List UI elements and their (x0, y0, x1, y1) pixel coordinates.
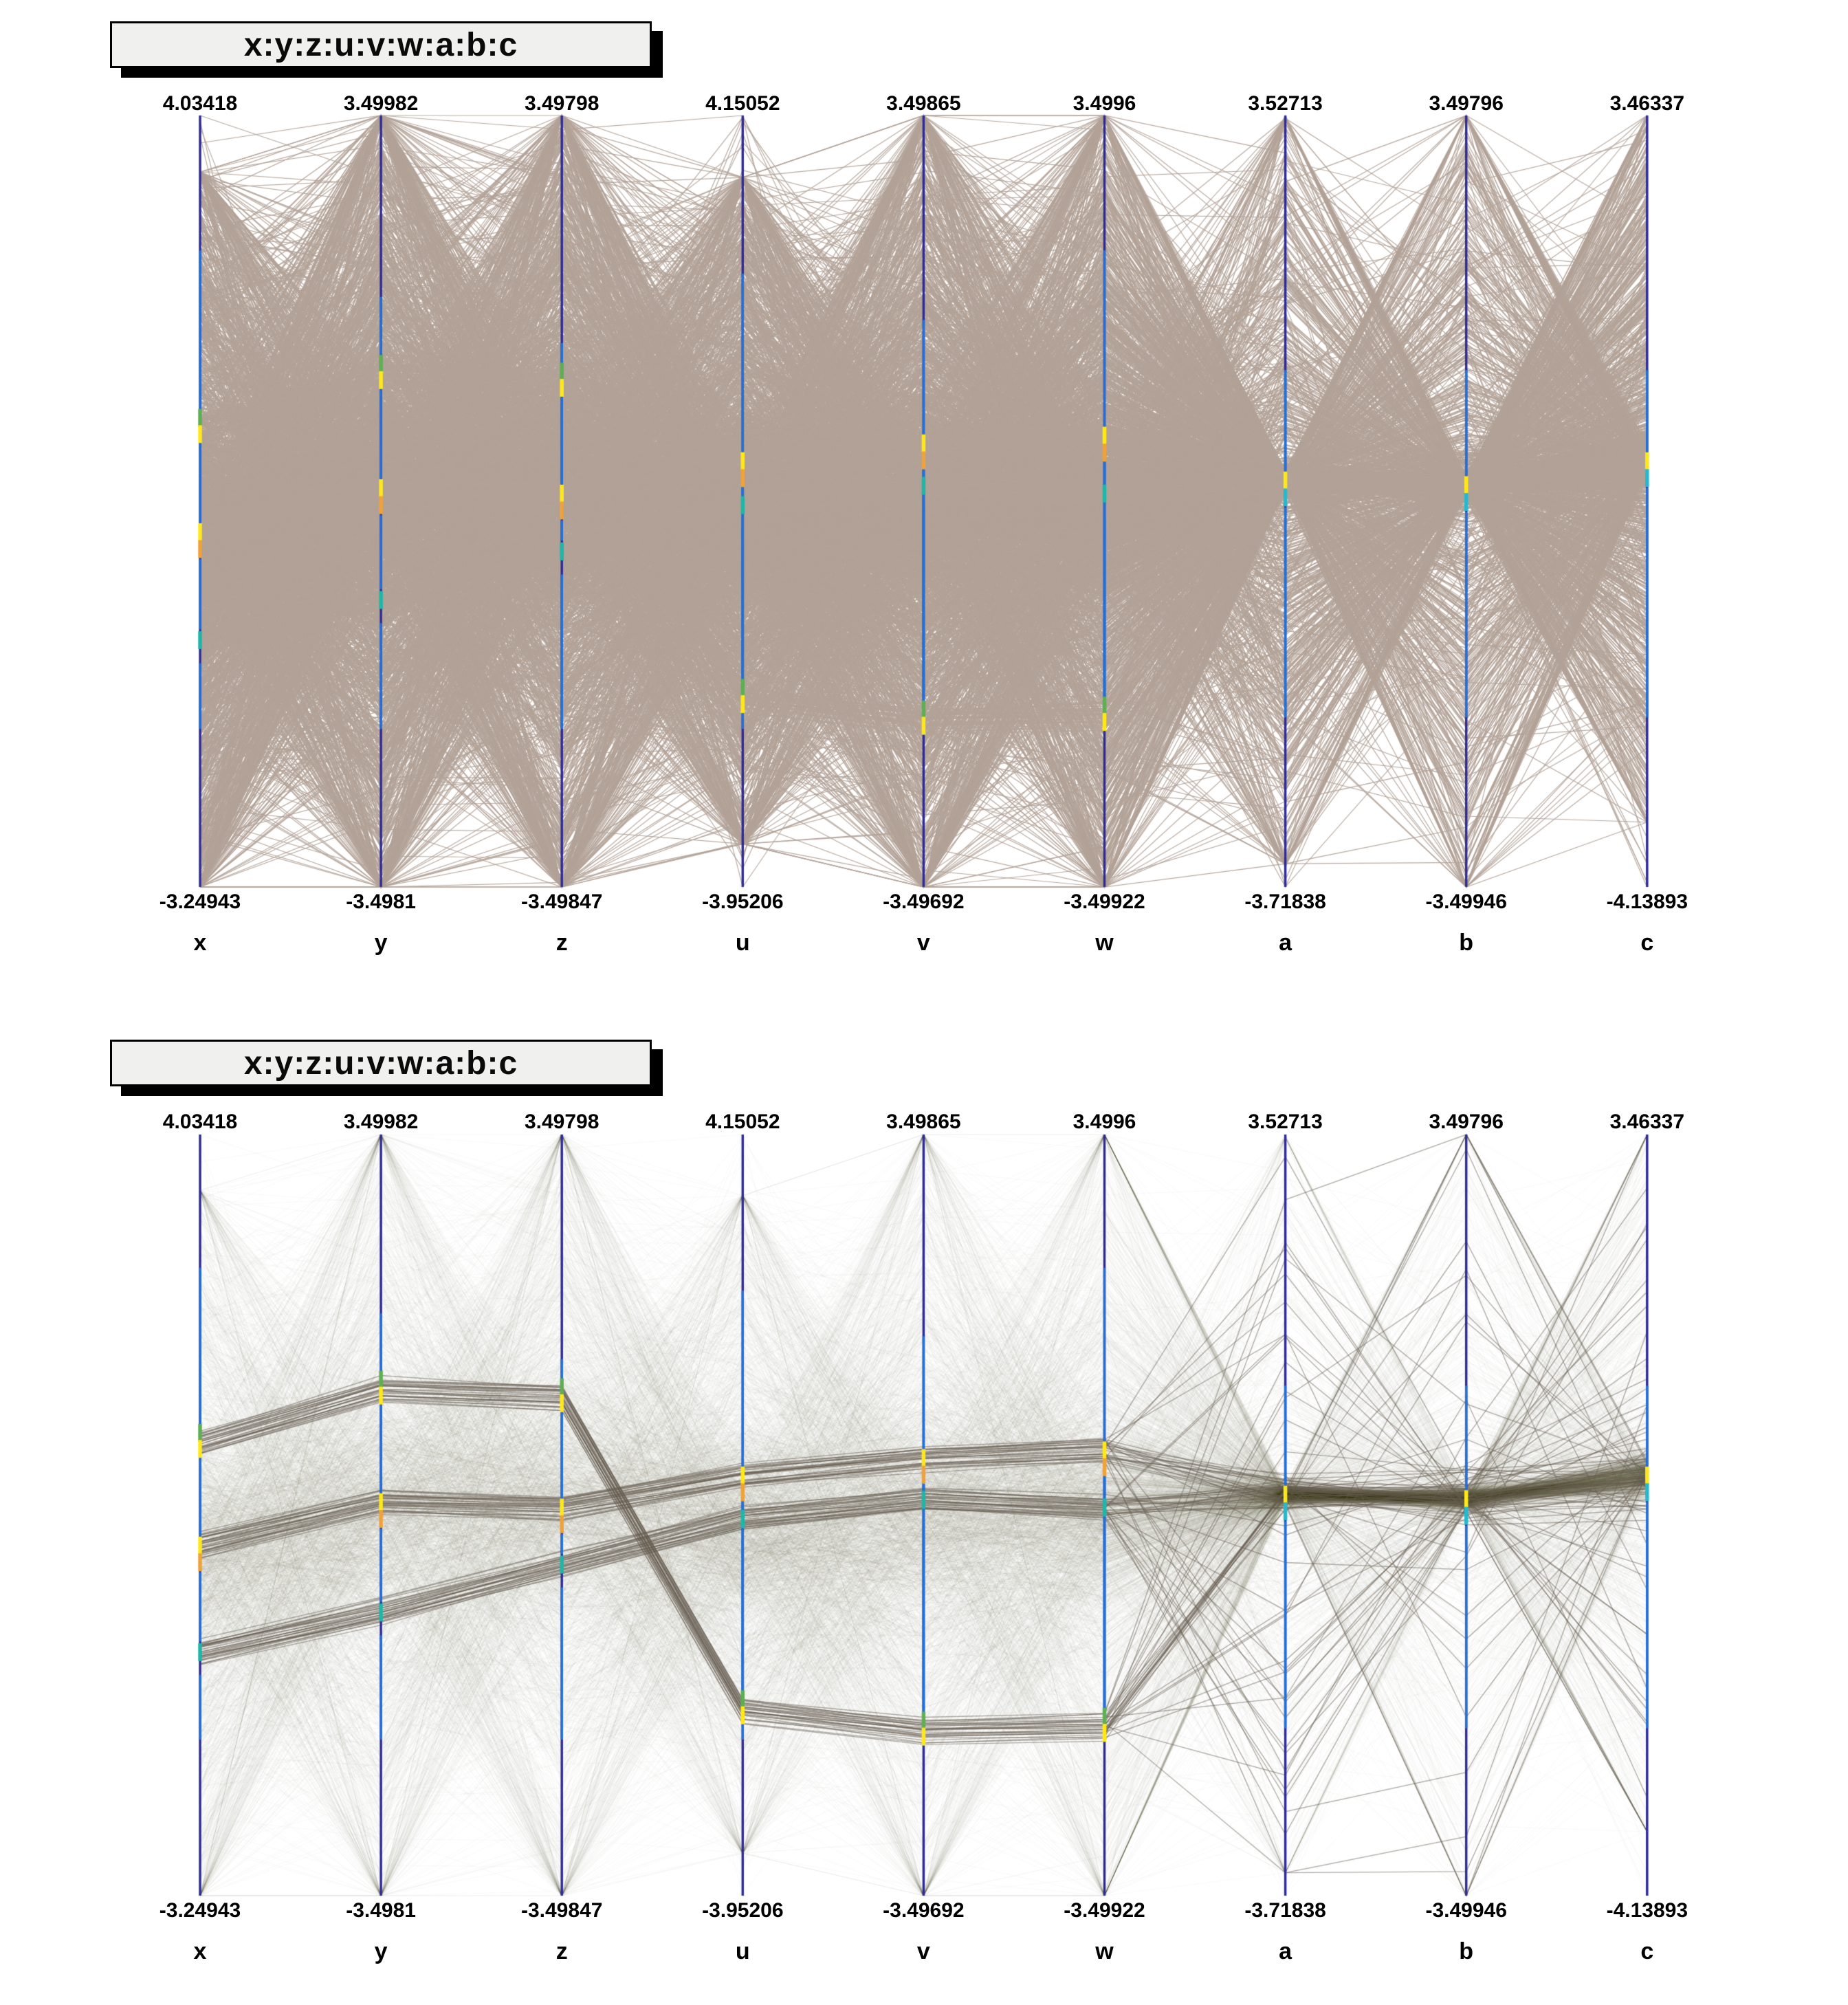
panel-2-axis-c-max-value: 3.46337 (1609, 1110, 1685, 1133)
panel-1-axis-x-min-value: -3.24943 (159, 890, 241, 913)
panel-1-axis-u-max-value: 4.15052 (705, 92, 780, 115)
panel-2-axis-w-name: w (1095, 1938, 1114, 1964)
panel-1-axis-z-name: z (556, 930, 568, 956)
panel-1-axis-c-max-value: 3.46337 (1609, 92, 1685, 115)
panel-2-axis-b-min-value: -3.49946 (1425, 1899, 1507, 1922)
panel-2-axis-z-name: z (556, 1938, 568, 1964)
panel-1-axis-a-name: a (1279, 930, 1292, 956)
panel-1-axis-u-min-value: -3.95206 (702, 890, 784, 913)
panel-2-axis-a-name: a (1279, 1938, 1292, 1964)
panel-2-axis-u-max-value: 4.15052 (705, 1110, 780, 1133)
panel-2-axis-x-max-value: 4.03418 (162, 1110, 238, 1133)
panel-2-axis-w-min-value: -3.49922 (1064, 1899, 1145, 1922)
panel-1-axis-a-min-value: -3.71838 (1244, 890, 1326, 913)
panel-1-axis-x-max-value: 4.03418 (162, 92, 238, 115)
panel-2-axis-x-name: x (193, 1938, 207, 1964)
panel-1-axis-y-max-value: 3.49982 (343, 92, 419, 115)
panel-1-axis-w-name: w (1095, 930, 1114, 956)
panel-2-axis-v-min-value: -3.49692 (883, 1899, 965, 1922)
panel-2-axis-a-max-value: 3.52713 (1248, 1110, 1323, 1133)
panel-1-title-box: x:y:z:u:v:w:a:b:c (110, 21, 652, 68)
panel-1-axis-u-name: u (735, 930, 750, 956)
panel-2-axis-c-name: c (1640, 1938, 1654, 1964)
panel-2-axis-u-name: u (735, 1938, 750, 1964)
panel-2-axis-y-name: y (374, 1938, 388, 1964)
panel-1-title: x:y:z:u:v:w:a:b:c (243, 26, 518, 63)
panel-1-axis-w-min-value: -3.49922 (1064, 890, 1145, 913)
panel-1-axis-b-min-value: -3.49946 (1425, 890, 1507, 913)
panel-1-axis-a-max-value: 3.52713 (1248, 92, 1323, 115)
panel-1-axis-y-name: y (374, 930, 388, 956)
panel-1-axis-v-min-value: -3.49692 (883, 890, 965, 913)
panel-1-axis-b-max-value: 3.49796 (1429, 92, 1504, 115)
panel-2-axis-a-min-value: -3.71838 (1244, 1899, 1326, 1922)
panel-1-axis-v-name: v (916, 930, 930, 956)
panel-2-title-box: x:y:z:u:v:w:a:b:c (110, 1040, 652, 1086)
panel-2-axis-b-name: b (1459, 1938, 1474, 1964)
panel-2-axis-v-max-value: 3.49865 (886, 1110, 961, 1133)
panel-1-axis-w-max-value: 3.4996 (1072, 92, 1136, 115)
panel-2-axis-b-max-value: 3.49796 (1429, 1110, 1504, 1133)
panel-1-axis-c-name: c (1640, 930, 1654, 956)
panel-2-axis-x-min-value: -3.24943 (159, 1899, 241, 1922)
panel-2-axis-y-max-value: 3.49982 (343, 1110, 419, 1133)
panel-1-axis-v-max-value: 3.49865 (886, 92, 961, 115)
panel-2-axis-z-max-value: 3.49798 (524, 1110, 600, 1133)
panel-1-axis-b-name: b (1459, 930, 1474, 956)
panel-2-axis-u-min-value: -3.95206 (702, 1899, 784, 1922)
panel-1-axis-c-min-value: -4.13893 (1606, 890, 1688, 913)
panel-2-axis-y-min-value: -3.4981 (346, 1899, 416, 1922)
panel-1-axis-x-name: x (193, 930, 207, 956)
panel-1-axis-z-max-value: 3.49798 (524, 92, 600, 115)
panel-2-axis-c-min-value: -4.13893 (1606, 1899, 1688, 1922)
panel-2-title: x:y:z:u:v:w:a:b:c (243, 1044, 518, 1082)
panel-1-axis-y-min-value: -3.4981 (346, 890, 416, 913)
panel-2-axis-v-name: v (916, 1938, 930, 1964)
panel-2-axis-w-max-value: 3.4996 (1072, 1110, 1136, 1133)
panel-1-axis-z-min-value: -3.49847 (520, 890, 603, 913)
panel-2-axis-z-min-value: -3.49847 (520, 1899, 603, 1922)
